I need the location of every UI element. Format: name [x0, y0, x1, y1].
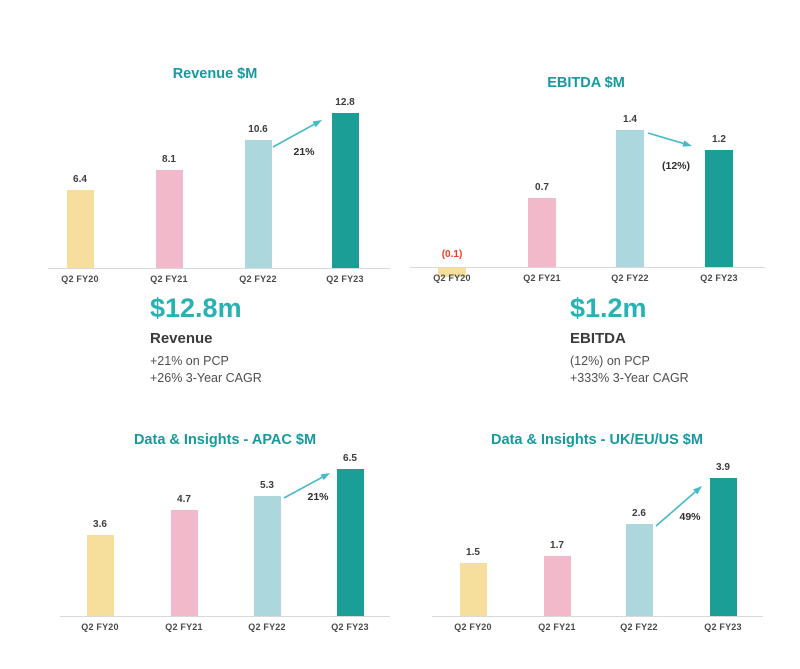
bar-ukeuus-2 [543, 556, 571, 616]
x-axis-revenue [48, 268, 390, 269]
bar-apac-3 [253, 496, 281, 616]
category-label: Q2 FY21 [523, 273, 561, 283]
bar-value-label: 8.1 [162, 154, 176, 165]
bar-ebitda-1 [438, 267, 466, 277]
category-label: Q2 FY20 [454, 622, 492, 632]
chart-title-apac: Data & Insights - APAC $M [133, 432, 317, 448]
ebitda-summary-cagr: +333% 3-Year CAGR [570, 371, 689, 385]
bar-value-label: (0.1) [441, 249, 463, 260]
bar-revenue-2 [155, 170, 183, 268]
growth-arrow-icon [283, 473, 330, 499]
growth-arrow-icon [647, 132, 692, 147]
bar-value-label: 12.8 [335, 97, 355, 108]
bar-value-label: 2.6 [632, 508, 646, 519]
bar-value-label: 1.2 [712, 134, 726, 145]
bar-ukeuus-4 [709, 478, 737, 616]
revenue-summary-cagr: +26% 3-Year CAGR [150, 371, 262, 385]
bar-value-label: 3.9 [716, 462, 730, 473]
bar-revenue-3 [244, 140, 272, 268]
bar-value-label: 4.7 [177, 494, 191, 505]
bar-ebitda-2 [528, 198, 556, 267]
bar-ukeuus-3 [625, 524, 653, 616]
bar-value-label: 6.5 [343, 453, 357, 464]
revenue-summary-pcp: +21% on PCP [150, 354, 229, 368]
category-label: Q2 FY22 [248, 622, 286, 632]
ebitda-summary-pcp: (12%) on PCP [570, 354, 650, 368]
growth-annotation-revenue: 21% [293, 146, 315, 158]
bar-value-label: 10.6 [248, 124, 268, 135]
category-label: Q2 FY21 [165, 622, 203, 632]
bar-value-label: 1.4 [623, 114, 637, 125]
chart-title-ebitda: EBITDA $M [547, 75, 625, 91]
bar-value-label: 5.3 [260, 480, 274, 491]
growth-arrow-icon [272, 120, 322, 148]
x-axis-ebitda [410, 267, 765, 268]
category-label: Q2 FY21 [150, 274, 188, 284]
bar-revenue-4 [331, 113, 359, 268]
category-label: Q2 FY20 [433, 273, 471, 283]
chart-title-revenue: Revenue $M [172, 66, 258, 82]
bar-revenue-1 [66, 190, 94, 268]
bar-ebitda-3 [616, 130, 644, 267]
ebitda-summary-label: EBITDA [570, 330, 626, 347]
ebitda-summary: $1.2m EBITDA (12%) on PCP +333% 3-Year C… [570, 293, 689, 387]
bar-apac-2 [170, 510, 198, 616]
growth-annotation-ukeuus: 49% [679, 511, 701, 523]
category-label: Q2 FY20 [81, 622, 119, 632]
bar-value-label: 1.5 [466, 547, 480, 558]
bar-value-label: 6.4 [73, 174, 87, 185]
bar-value-label: 0.7 [535, 182, 549, 193]
category-label: Q2 FY23 [326, 274, 364, 284]
category-label: Q2 FY23 [331, 622, 369, 632]
category-label: Q2 FY23 [700, 273, 738, 283]
bar-value-label: 1.7 [550, 540, 564, 551]
category-label: Q2 FY22 [611, 273, 649, 283]
revenue-summary-value: $12.8m [150, 293, 242, 323]
bar-apac-1 [86, 535, 114, 616]
category-label: Q2 FY23 [704, 622, 742, 632]
bar-value-label: 3.6 [93, 519, 107, 530]
revenue-summary: $12.8m Revenue +21% on PCP +26% 3-Year C… [150, 293, 262, 387]
revenue-summary-label: Revenue [150, 330, 213, 347]
growth-annotation-apac: 21% [307, 491, 329, 503]
category-label: Q2 FY20 [61, 274, 99, 284]
category-label: Q2 FY22 [620, 622, 658, 632]
bar-ebitda-4 [705, 150, 733, 267]
bar-apac-4 [336, 469, 364, 616]
chart-title-ukeuus: Data & Insights - UK/EU/US $M [491, 432, 703, 448]
category-label: Q2 FY21 [538, 622, 576, 632]
growth-annotation-ebitda: (12%) [661, 160, 690, 172]
x-axis-ukeuus [432, 616, 763, 617]
growth-arrow-icon [655, 486, 702, 527]
ebitda-summary-value: $1.2m [570, 293, 647, 323]
bar-ukeuus-1 [459, 563, 487, 616]
x-axis-apac [60, 616, 390, 617]
category-label: Q2 FY22 [239, 274, 277, 284]
